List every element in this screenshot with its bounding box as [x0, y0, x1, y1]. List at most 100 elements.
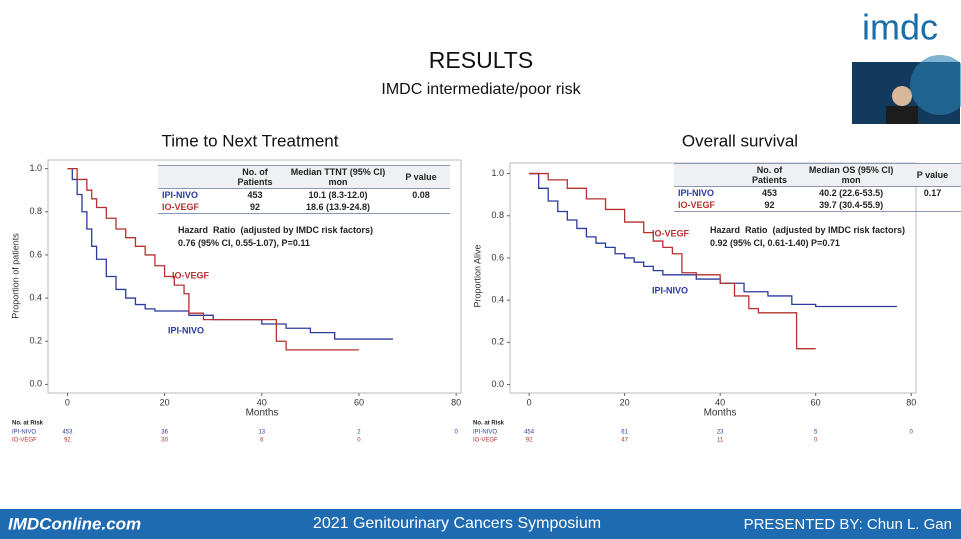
footer-bar: [0, 509, 961, 539]
survival-curve: [67, 167, 359, 351]
risk-value: 30: [161, 438, 168, 444]
risk-value: 454: [524, 430, 535, 436]
footer-event: 2021 Genitourinary Cancers Symposium: [313, 515, 601, 532]
y-tick-label: 0.6: [29, 249, 42, 259]
risk-value: 23: [717, 430, 724, 436]
table-cell: 453: [762, 188, 778, 198]
y-tick-label: 0.8: [491, 210, 504, 220]
risk-value: 0: [910, 430, 914, 436]
table-row: IO-VEGF 92 39.7 (30.4-55.9): [674, 199, 961, 212]
risk-row-name: IPI-NIVO: [473, 430, 497, 436]
series-label: IO-VEGF: [172, 270, 210, 280]
risk-value: 92: [64, 438, 71, 444]
hazard-ratio-line: Hazard Ratio (adjusted by IMDC risk fact…: [710, 225, 906, 235]
table-header-row: No. of Patients Median OS (95% CI) mon P v…: [674, 163, 961, 187]
table-cell: 39.7 (30.4-55.9): [819, 200, 884, 210]
y-tick-label: 0.4: [491, 295, 504, 305]
risk-row-name: IPI-NIVO: [12, 430, 36, 436]
risk-value: 11: [717, 438, 724, 444]
risk-value: 13: [258, 430, 265, 436]
table-cell: 40.2 (22.6-53.5): [819, 188, 884, 198]
series-label: IO-VEGF: [652, 228, 690, 238]
y-tick-label: 0.0: [491, 379, 504, 389]
slide-title: RESULTS: [429, 47, 533, 73]
risk-value: 5: [814, 430, 818, 436]
series-label: IPI-NIVO: [168, 325, 204, 335]
plot-frame: [47, 159, 462, 394]
chart-title: Time to Next Treatment: [162, 131, 339, 150]
y-tick-label: 0.8: [29, 206, 42, 216]
x-axis-label: Months: [704, 408, 737, 419]
risk-value: 0: [814, 438, 818, 444]
table-cell: 453: [247, 190, 263, 200]
risk-value: 61: [621, 430, 628, 436]
table-cell: 0.17: [923, 188, 942, 198]
risk-row-name: IO-VEGF: [12, 438, 37, 444]
table-header: Median OS (95% CI) mon: [798, 163, 904, 187]
table-row: IO-VEGF 92 18.6 (13.9-24.8): [158, 201, 450, 214]
risk-value: 453: [62, 430, 73, 436]
survival-curve: [529, 172, 897, 308]
x-tick-label: 0: [527, 397, 532, 407]
y-tick-label: 1.0: [29, 163, 42, 173]
risk-title: No. at Risk: [12, 421, 44, 427]
risk-value: 2: [357, 430, 361, 436]
stats-table: No. of Patients Median OS (95% CI) mon P v…: [674, 163, 961, 212]
table-header: No. of Patients: [740, 163, 799, 187]
risk-title: No. at Risk: [473, 421, 505, 427]
series-label: IPI-NIVO: [652, 285, 688, 295]
x-tick-label: 80: [906, 397, 916, 407]
table-header: No. of Patients: [226, 165, 284, 189]
risk-value: 36: [161, 430, 168, 436]
y-tick-label: 0.0: [29, 379, 42, 389]
x-tick-label: 20: [160, 397, 170, 407]
row-name: IPI-NIVO: [162, 190, 199, 200]
hazard-ratio-line: Hazard Ratio (adjusted by IMDC risk fact…: [178, 225, 374, 235]
table-header: Median TTNT (95% CI) mon: [284, 165, 392, 189]
table-cell: 10.1 (8.3-12.0): [308, 190, 368, 200]
presenter-video: [852, 55, 961, 124]
table-cell: 0.08: [412, 190, 430, 200]
table-row: IPI-NIVO 453 10.1 (8.3-12.0) 0.08: [158, 189, 450, 202]
table-header: P value: [392, 165, 450, 189]
survival-curve: [67, 167, 393, 340]
y-tick-label: 0.4: [29, 292, 42, 302]
slide-subtitle: IMDC intermediate/poor risk: [381, 81, 581, 98]
y-tick-label: 0.2: [29, 336, 42, 346]
row-name: IPI-NIVO: [678, 188, 715, 198]
table-corner: [674, 163, 741, 187]
risk-row-name: IO-VEGF: [473, 438, 498, 444]
table-corner: [158, 165, 226, 189]
y-axis-label: Proportion Alive: [472, 244, 482, 307]
row-name: IO-VEGF: [678, 200, 716, 210]
x-tick-label: 40: [257, 397, 267, 407]
table-cell: 18.6 (13.9-24.8): [305, 202, 371, 212]
risk-value: 0: [454, 430, 458, 436]
hazard-ratio: Hazard Ratio (adjusted by IMDC risk fact…: [710, 224, 905, 250]
y-tick-label: 0.2: [491, 337, 504, 347]
risk-value: 0: [357, 438, 361, 444]
x-tick-label: 40: [715, 397, 725, 407]
table-cell: 92: [249, 202, 260, 212]
survival-curve: [529, 172, 816, 350]
x-tick-label: 0: [65, 397, 70, 407]
row-name: IO-VEGF: [162, 202, 200, 212]
hazard-ratio-line: 0.76 (95% CI, 0.55-1.07), P=0.11: [178, 238, 310, 248]
x-tick-label: 80: [451, 397, 461, 407]
x-axis-label: Months: [246, 408, 279, 419]
hazard-ratio-line: 0.92 (95% CI, 0.61-1.40) P=0.71: [710, 238, 840, 248]
footer-presenter: PRESENTED BY: Chun L. Gan: [744, 516, 952, 533]
table-row: IPI-NIVO 453 40.2 (22.6-53.5) 0.17: [674, 187, 961, 200]
logo: imdc: [862, 7, 938, 48]
risk-value: 47: [621, 438, 628, 444]
table-cell: 92: [764, 200, 775, 210]
hazard-ratio: Hazard Ratio (adjusted by IMDC risk fact…: [178, 224, 373, 250]
stats-table: No. of Patients Median TTNT (95% CI) mon P…: [158, 165, 450, 214]
x-tick-label: 60: [354, 397, 364, 407]
table-header: P value: [903, 163, 961, 187]
y-axis-label: Proportion of patients: [10, 233, 20, 319]
y-tick-label: 1.0: [491, 168, 504, 178]
x-tick-label: 20: [620, 397, 630, 407]
